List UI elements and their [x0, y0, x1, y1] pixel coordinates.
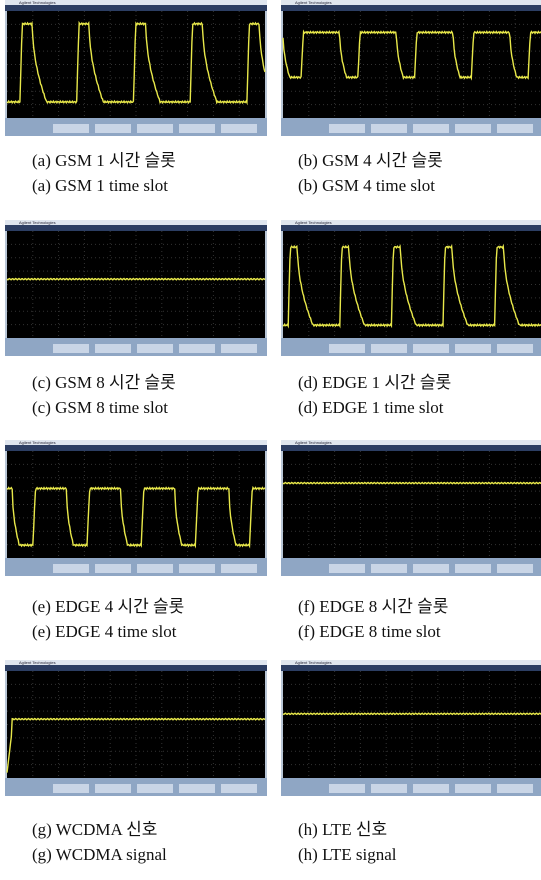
softkey	[179, 124, 215, 133]
caption-korean: (a) GSM 1 시간 슬롯	[32, 146, 176, 171]
caption-korean: (h) LTE 신호	[298, 815, 387, 840]
softkey	[53, 344, 89, 353]
caption-korean: (f) EDGE 8 시간 슬롯	[298, 592, 448, 617]
caption-korean: (b) GSM 4 시간 슬롯	[298, 146, 443, 171]
softkey	[329, 564, 365, 573]
softkey	[413, 124, 449, 133]
caption-english: (a) GSM 1 time slot	[32, 176, 168, 196]
softkey	[95, 564, 131, 573]
softkey	[137, 124, 173, 133]
waveform	[283, 713, 541, 714]
scope-screenshot: Agilent Technologies	[281, 0, 541, 136]
caption-korean: (d) EDGE 1 시간 슬롯	[298, 368, 451, 393]
softkey	[221, 784, 257, 793]
softkey	[329, 784, 365, 793]
softkey	[221, 344, 257, 353]
scope-status-bar	[5, 5, 267, 11]
scope-screenshot: Agilent Technologies	[5, 660, 267, 796]
caption-korean: (g) WCDMA 신호	[32, 815, 157, 840]
scope-status-bar	[5, 665, 267, 671]
caption-english: (f) EDGE 8 time slot	[298, 622, 441, 642]
scope-brand: Agilent Technologies	[19, 440, 56, 445]
softkey	[179, 784, 215, 793]
softkey	[497, 784, 533, 793]
softkey	[221, 564, 257, 573]
scope-screenshot: Agilent Technologies	[281, 220, 541, 356]
softkey	[137, 344, 173, 353]
softkey	[413, 344, 449, 353]
softkey	[371, 344, 407, 353]
softkey	[95, 124, 131, 133]
scope-brand: Agilent Technologies	[19, 220, 56, 225]
softkey	[497, 564, 533, 573]
scope-brand: Agilent Technologies	[19, 660, 56, 665]
scope-brand: Agilent Technologies	[19, 0, 56, 5]
scope-brand: Agilent Technologies	[295, 660, 332, 665]
softkey	[413, 564, 449, 573]
scope-screenshot: Agilent Technologies	[5, 0, 267, 136]
scope-status-bar	[281, 5, 541, 11]
softkey	[455, 564, 491, 573]
softkey	[179, 344, 215, 353]
caption-english: (e) EDGE 4 time slot	[32, 622, 176, 642]
scope-screenshot: Agilent Technologies	[5, 220, 267, 356]
scope-brand: Agilent Technologies	[295, 220, 332, 225]
softkey	[137, 564, 173, 573]
caption-english: (h) LTE signal	[298, 845, 397, 865]
scope-screenshot: Agilent Technologies	[5, 440, 267, 576]
softkey	[179, 564, 215, 573]
softkey	[329, 124, 365, 133]
softkey	[455, 784, 491, 793]
softkey	[455, 344, 491, 353]
scope-status-bar	[281, 665, 541, 671]
scope-status-bar	[281, 445, 541, 451]
scope-status-bar	[281, 225, 541, 231]
softkey	[329, 344, 365, 353]
softkey	[95, 784, 131, 793]
softkey	[221, 124, 257, 133]
caption-korean: (c) GSM 8 시간 슬롯	[32, 368, 176, 393]
scope-status-bar	[5, 445, 267, 451]
softkey	[497, 124, 533, 133]
softkey	[497, 344, 533, 353]
scope-screenshot: Agilent Technologies	[281, 440, 541, 576]
scope-status-bar	[5, 225, 267, 231]
waveform	[283, 483, 541, 484]
softkey	[371, 124, 407, 133]
softkey	[95, 344, 131, 353]
softkey	[53, 784, 89, 793]
scope-brand: Agilent Technologies	[295, 0, 332, 5]
softkey	[53, 124, 89, 133]
softkey	[413, 784, 449, 793]
caption-english: (c) GSM 8 time slot	[32, 398, 168, 418]
softkey	[53, 564, 89, 573]
softkey	[371, 784, 407, 793]
figure: Agilent Technologies (a) GSM 1 시간 슬롯 (a) G…	[0, 0, 541, 880]
scope-brand: Agilent Technologies	[295, 440, 332, 445]
softkey	[137, 784, 173, 793]
caption-english: (g) WCDMA signal	[32, 845, 167, 865]
scope-screenshot: Agilent Technologies	[281, 660, 541, 796]
caption-korean: (e) EDGE 4 시간 슬롯	[32, 592, 184, 617]
caption-english: (d) EDGE 1 time slot	[298, 398, 443, 418]
softkey	[371, 564, 407, 573]
softkey	[455, 124, 491, 133]
caption-english: (b) GSM 4 time slot	[298, 176, 435, 196]
